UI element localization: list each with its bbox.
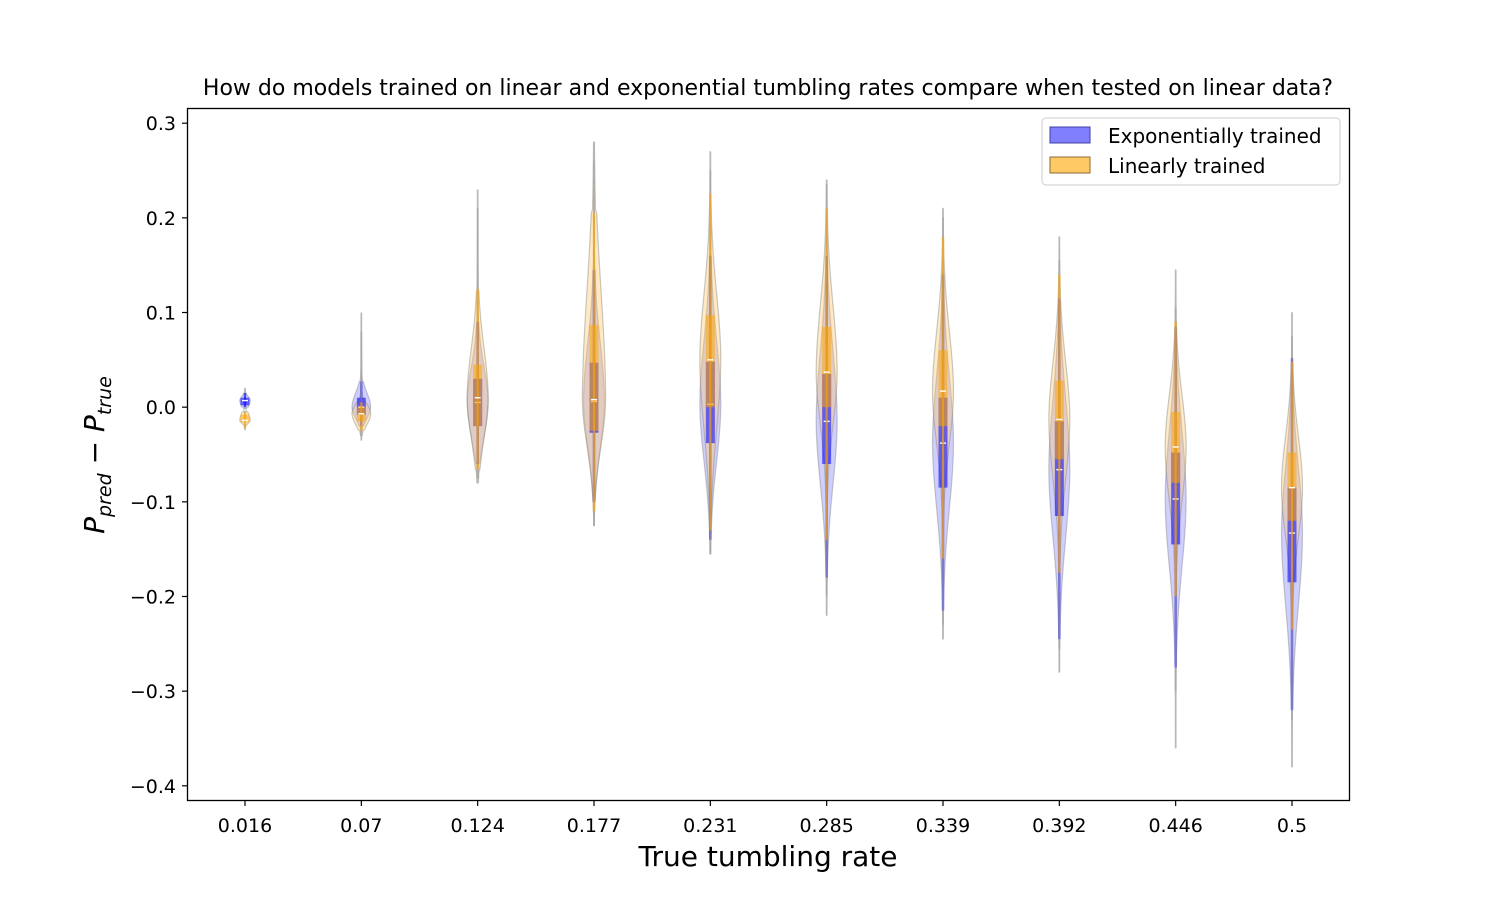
legend-frame bbox=[1041, 117, 1341, 186]
iqr-box-linear-0.231 bbox=[705, 315, 715, 408]
y-axis-label-sub-pred: pred bbox=[94, 472, 116, 518]
y-tick-label: −0.4 bbox=[130, 776, 176, 798]
iqr-box-linear-0.5 bbox=[1287, 452, 1297, 521]
y-axis-label: Ppred − Ptrue bbox=[78, 376, 116, 534]
legend-label-linear: Linearly trained bbox=[1108, 154, 1265, 178]
iqr-box-exponential-0.016 bbox=[240, 397, 250, 406]
x-tick-label: 0.07 bbox=[340, 815, 382, 837]
y-axis-label-sub-true: true bbox=[94, 376, 116, 415]
chart-title: How do models trained on linear and expo… bbox=[203, 76, 1333, 101]
x-tick-label: 0.231 bbox=[683, 815, 737, 837]
iqr-box-linear-0.016 bbox=[240, 414, 250, 423]
x-axis: 0.016 0.07 0.124 0.177 0.231 0.285 0.339 0.392 0… bbox=[218, 800, 1307, 837]
x-tick-label: 0.124 bbox=[450, 815, 504, 837]
y-tick-label: −0.3 bbox=[130, 681, 176, 703]
iqr-box-linear-0.124 bbox=[473, 364, 483, 427]
y-tick-label: −0.1 bbox=[130, 492, 176, 514]
x-axis-label: True tumbling rate bbox=[638, 840, 898, 873]
legend-swatch-exponential bbox=[1049, 126, 1091, 144]
x-tick-label: 0.339 bbox=[916, 815, 970, 837]
y-axis: 0.3 0.2 0.1 0.0 −0.1 −0.2 −0.3 −0.4 bbox=[130, 113, 188, 798]
y-tick-label: 0.3 bbox=[146, 113, 176, 135]
x-tick-label: 0.446 bbox=[1148, 815, 1202, 837]
x-tick-label: 0.177 bbox=[567, 815, 621, 837]
iqr-box-linear-0.285 bbox=[822, 326, 832, 408]
plot-frame bbox=[186, 107, 1351, 802]
boxes-layer bbox=[240, 142, 1297, 767]
y-axis-label-main: P bbox=[78, 517, 111, 534]
iqr-box-linear-0.177 bbox=[589, 324, 599, 431]
x-tick-label: 0.392 bbox=[1032, 815, 1086, 837]
y-tick-label: 0.2 bbox=[146, 208, 176, 230]
y-tick-label: 0.1 bbox=[146, 303, 176, 325]
x-tick-label: 0.016 bbox=[218, 815, 272, 837]
violins-layer bbox=[239, 141, 1304, 768]
iqr-box-linear-0.339 bbox=[938, 350, 948, 427]
y-axis-label-main-2: P bbox=[78, 415, 111, 432]
legend-swatch-linear bbox=[1049, 156, 1091, 174]
legend: Exponentially trained Linearly trained bbox=[1041, 117, 1341, 186]
x-tick-label: 0.285 bbox=[799, 815, 853, 837]
x-tick-label: 0.5 bbox=[1277, 815, 1307, 837]
y-tick-label: −0.2 bbox=[130, 586, 176, 608]
y-tick-label: 0.0 bbox=[146, 397, 176, 419]
legend-label-exponential: Exponentially trained bbox=[1108, 124, 1322, 148]
y-axis-label-minus: − bbox=[78, 432, 111, 473]
